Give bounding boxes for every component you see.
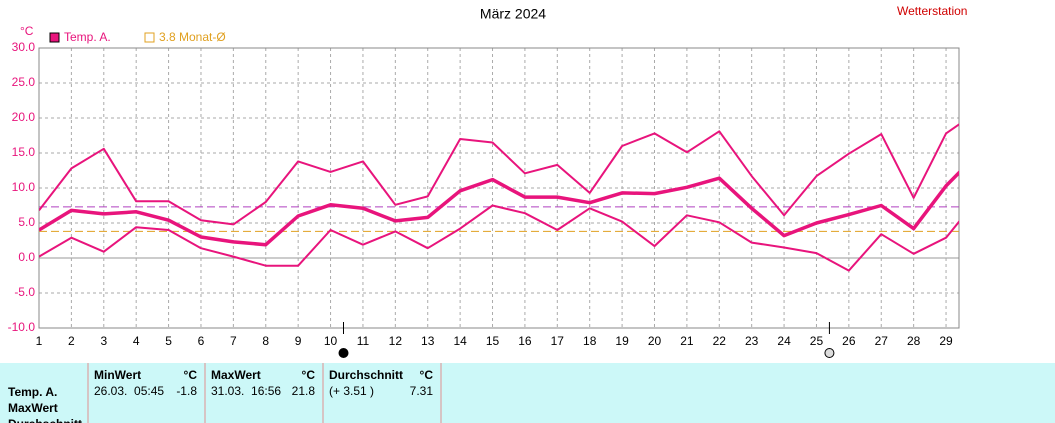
x-tick-label: 21 xyxy=(680,334,694,348)
x-tick-label: 19 xyxy=(615,334,629,348)
x-tick-label: 13 xyxy=(421,334,435,348)
x-tick-label: 4 xyxy=(133,334,140,348)
x-tick-label: 6 xyxy=(198,334,205,348)
x-tick-label: 28 xyxy=(907,334,921,348)
y-tick-label: 20.0 xyxy=(12,110,36,124)
station-name: Wetterstation xyxy=(897,4,967,18)
x-tick-label: 26 xyxy=(842,334,856,348)
x-tick-label: 25 xyxy=(810,334,824,348)
column-unit: °C xyxy=(184,368,198,382)
legend-label: 3.8 Monat-Ø xyxy=(159,30,226,44)
column-unit: °C xyxy=(302,368,316,382)
moon-phase xyxy=(824,348,835,358)
x-tick-label: 12 xyxy=(389,334,403,348)
x-tick-label: 5 xyxy=(165,334,172,348)
x-tick-label: 3 xyxy=(100,334,107,348)
x-tick-label: 22 xyxy=(713,334,727,348)
x-tick-label: 23 xyxy=(745,334,759,348)
plot-frame xyxy=(38,47,960,329)
y-tick-label: 10.0 xyxy=(12,180,36,194)
column-header: MinWert xyxy=(94,368,141,382)
x-tick-label: 8 xyxy=(262,334,269,348)
legend-label: Temp. A. xyxy=(64,30,111,44)
cell: -1.8 xyxy=(176,384,197,398)
chart-title: März 2024 xyxy=(480,6,546,22)
x-tick-label: 2 xyxy=(68,334,75,348)
temperature-line xyxy=(39,123,959,226)
moon-phase xyxy=(338,348,349,358)
cell: (+ 3.51 ) xyxy=(329,384,374,398)
legend-swatch xyxy=(49,32,60,43)
x-tick-label: 17 xyxy=(551,334,565,348)
plot-area xyxy=(39,123,959,272)
x-tick-label: 11 xyxy=(357,334,370,348)
column-unit: °C xyxy=(420,368,434,382)
x-tick-label: 14 xyxy=(453,334,467,348)
y-tick-label: -5.0 xyxy=(14,285,35,299)
temperature-line xyxy=(39,204,959,272)
cell: 21.8 xyxy=(292,384,316,398)
x-tick-label: 20 xyxy=(648,334,662,348)
y-tick-label: -10.0 xyxy=(8,320,36,334)
row-label: MaxWert xyxy=(8,401,58,415)
x-tick-label: 15 xyxy=(486,334,500,348)
x-tick-label: 1 xyxy=(36,334,43,348)
y-tick-label: 25.0 xyxy=(12,75,36,89)
cell: 31.03. 16:56 xyxy=(211,384,281,398)
column-header: MaxWert xyxy=(211,368,261,382)
y-tick-label: 5.0 xyxy=(18,215,35,229)
x-tick-label: 16 xyxy=(518,334,532,348)
x-tick-label: 9 xyxy=(295,334,302,348)
y-tick-label: 15.0 xyxy=(12,145,36,159)
row-label: Durchschnitt xyxy=(8,417,82,423)
y-tick-label: 30.0 xyxy=(12,40,36,54)
x-tick-label: 27 xyxy=(875,334,889,348)
x-tick-label: 24 xyxy=(777,334,791,348)
legend-swatch xyxy=(144,32,155,43)
row-label: Temp. A. xyxy=(8,385,57,399)
temperature-line xyxy=(39,170,959,247)
cell: 7.31 xyxy=(410,384,434,398)
x-tick-label: 10 xyxy=(324,334,338,348)
y-tick-label: 0.0 xyxy=(18,250,35,264)
y-unit: °C xyxy=(20,24,34,38)
column-header: Durchschnitt xyxy=(329,368,403,382)
x-tick-label: 18 xyxy=(583,334,597,348)
summary-background xyxy=(0,363,1055,423)
cell: 26.03. 05:45 xyxy=(94,384,164,398)
x-tick-label: 7 xyxy=(230,334,237,348)
x-tick-label: 29 xyxy=(939,334,953,348)
